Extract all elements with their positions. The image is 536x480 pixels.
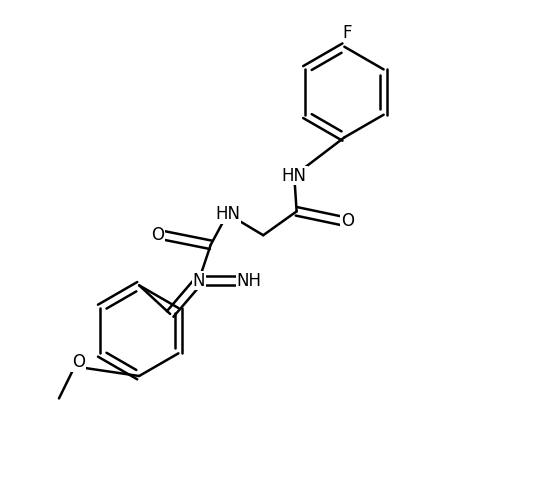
Text: O: O (341, 212, 354, 230)
Text: HN: HN (215, 205, 240, 223)
Text: F: F (342, 24, 352, 42)
Text: NH: NH (236, 272, 262, 289)
Text: O: O (151, 226, 164, 244)
Text: O: O (72, 353, 85, 371)
Text: HN: HN (282, 167, 307, 185)
Text: N: N (192, 272, 205, 289)
